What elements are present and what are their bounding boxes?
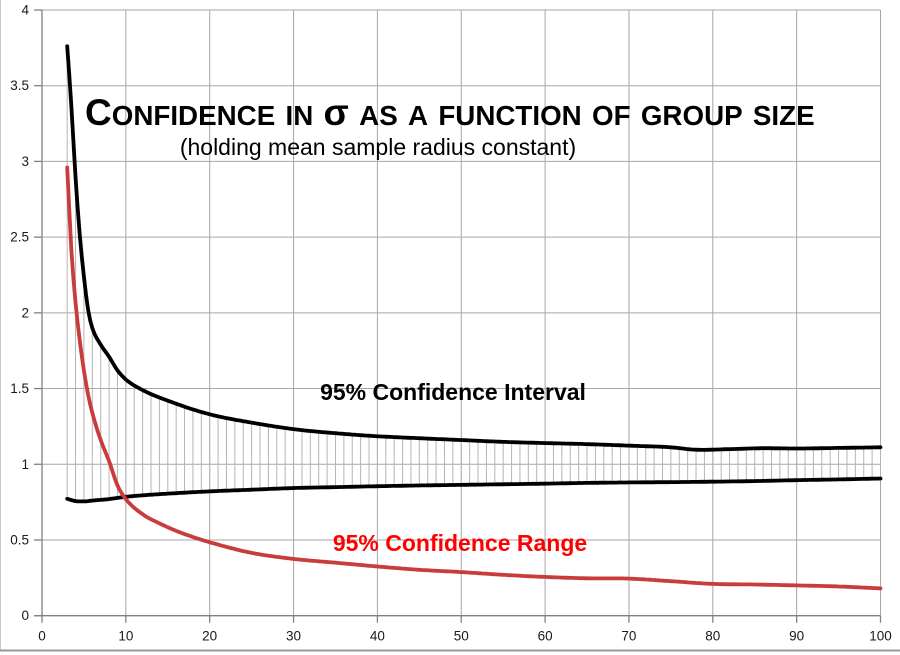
ci_lower-curve — [65, 476, 883, 504]
y-tick-label: 1.5 — [10, 381, 29, 396]
ci_upper-curve — [65, 44, 883, 452]
y-tick-label: 1 — [21, 457, 29, 472]
x-tick-label: 0 — [38, 629, 46, 644]
x-tick-label: 80 — [705, 629, 720, 644]
x-tick-label: 90 — [789, 629, 804, 644]
y-tick-label: 0.5 — [10, 532, 29, 547]
y-tick-label: 0 — [21, 608, 29, 623]
x-tick-label: 10 — [118, 629, 133, 644]
x-tick-label: 60 — [538, 629, 553, 644]
y-tick-label: 3.5 — [10, 78, 29, 93]
confidence-range-label: 95% Confidence Range — [332, 530, 588, 556]
x-tick-label: 50 — [454, 629, 469, 644]
y-tick-label: 4 — [21, 2, 29, 17]
y-tick-label: 2 — [21, 305, 29, 320]
x-tick-label: 100 — [869, 629, 892, 644]
confidence-interval-label: 95% Confidence Interval — [320, 379, 586, 405]
y-tick-label: 3 — [21, 154, 29, 169]
x-tick-label: 40 — [370, 629, 385, 644]
chart-subtitle: (holding mean sample radius constant) — [179, 134, 577, 160]
range-curve — [65, 165, 883, 591]
x-tick-label: 30 — [286, 629, 301, 644]
x-tick-label: 20 — [202, 629, 217, 644]
y-tick-label: 2.5 — [10, 230, 29, 245]
x-tick-label: 70 — [621, 629, 636, 644]
chart-title: CONFIDENCE IN σ AS A FUNCTION OF GROUP S… — [85, 92, 815, 133]
